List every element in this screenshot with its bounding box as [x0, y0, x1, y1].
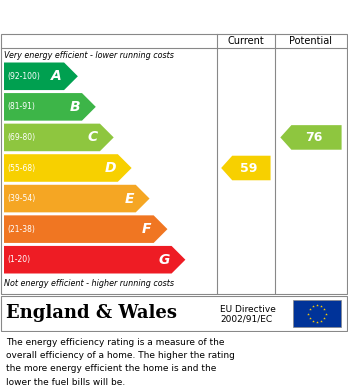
Text: D: D [104, 161, 116, 175]
Polygon shape [4, 246, 185, 273]
Text: Current: Current [228, 36, 264, 46]
Text: (21-38): (21-38) [7, 225, 35, 234]
Text: Not energy efficient - higher running costs: Not energy efficient - higher running co… [4, 280, 174, 289]
Text: 2002/91/EC: 2002/91/EC [220, 314, 272, 323]
Text: 59: 59 [240, 161, 257, 174]
Polygon shape [4, 215, 167, 243]
Text: Potential: Potential [290, 36, 332, 46]
Text: G: G [158, 253, 169, 267]
Polygon shape [280, 125, 342, 150]
Text: E: E [124, 192, 134, 206]
Text: (81-91): (81-91) [7, 102, 35, 111]
Polygon shape [221, 156, 270, 180]
Text: (1-20): (1-20) [7, 255, 30, 264]
Text: (69-80): (69-80) [7, 133, 35, 142]
Polygon shape [4, 93, 96, 121]
Text: (39-54): (39-54) [7, 194, 35, 203]
Polygon shape [4, 154, 132, 182]
Text: (92-100): (92-100) [7, 72, 40, 81]
Text: F: F [142, 222, 152, 236]
Text: Energy Efficiency Rating: Energy Efficiency Rating [10, 9, 220, 24]
Text: (55-68): (55-68) [7, 163, 35, 172]
Polygon shape [4, 124, 114, 151]
Text: Very energy efficient - lower running costs: Very energy efficient - lower running co… [4, 52, 174, 61]
Text: C: C [88, 131, 98, 144]
Polygon shape [4, 185, 150, 212]
Text: EU Directive: EU Directive [220, 305, 276, 314]
Text: B: B [69, 100, 80, 114]
Text: England & Wales: England & Wales [6, 305, 177, 323]
Text: 76: 76 [305, 131, 323, 144]
Text: The energy efficiency rating is a measure of the
overall efficiency of a home. T: The energy efficiency rating is a measur… [6, 338, 235, 387]
Bar [293, 300, 341, 327]
Text: A: A [51, 69, 62, 83]
Polygon shape [4, 63, 78, 90]
